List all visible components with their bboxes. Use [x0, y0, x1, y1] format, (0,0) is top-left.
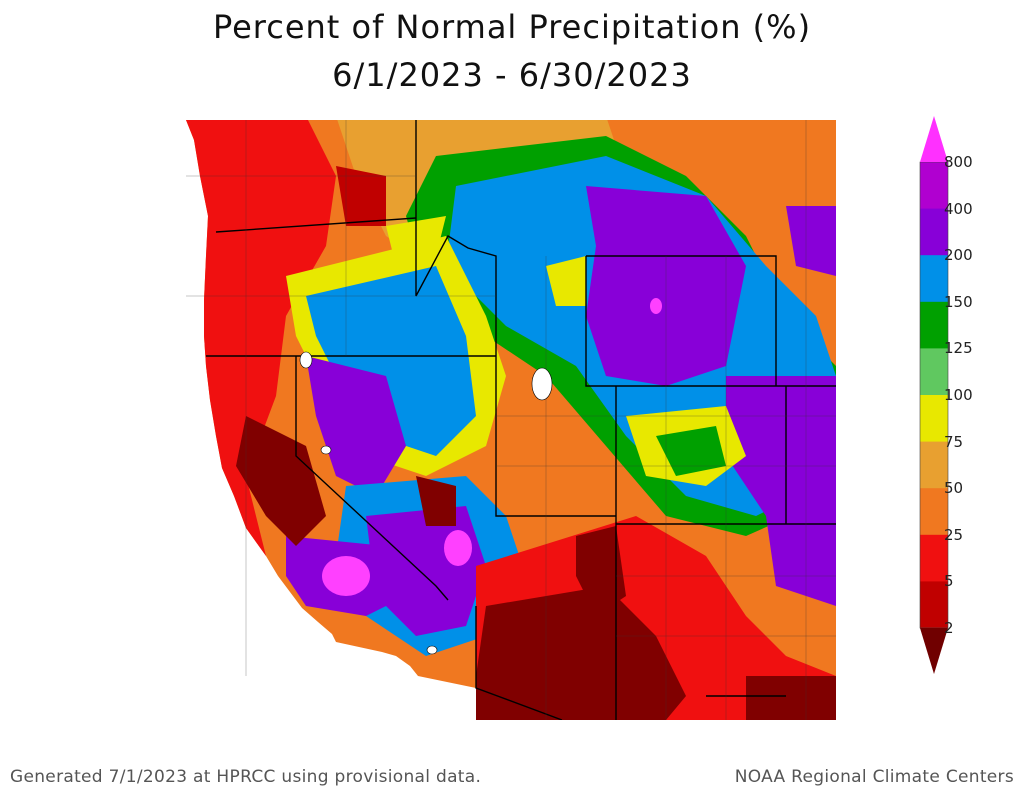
- legend-label: 2: [944, 619, 954, 637]
- footer-generated-note: Generated 7/1/2023 at HPRCC using provis…: [10, 767, 482, 787]
- legend-label: 5: [944, 572, 954, 591]
- legend-label: 25: [944, 525, 964, 544]
- legend-label: 50: [944, 479, 964, 498]
- legend-label: 800: [944, 153, 973, 171]
- legend-label: 200: [944, 246, 973, 265]
- map-title: Percent of Normal Precipitation (%): [212, 8, 812, 46]
- footer-credit: NOAA Regional Climate Centers: [734, 767, 1014, 787]
- legend-label: 150: [944, 292, 973, 311]
- precipitation-map: [186, 116, 836, 720]
- precipitation-map-image: [186, 120, 836, 720]
- map-date-range: 6/1/2023 - 6/30/2023: [332, 56, 692, 94]
- legend-label: 125: [944, 339, 973, 358]
- legend-label: 100: [944, 386, 973, 404]
- legend-label: 75: [944, 432, 964, 451]
- legend-label: 400: [944, 199, 973, 218]
